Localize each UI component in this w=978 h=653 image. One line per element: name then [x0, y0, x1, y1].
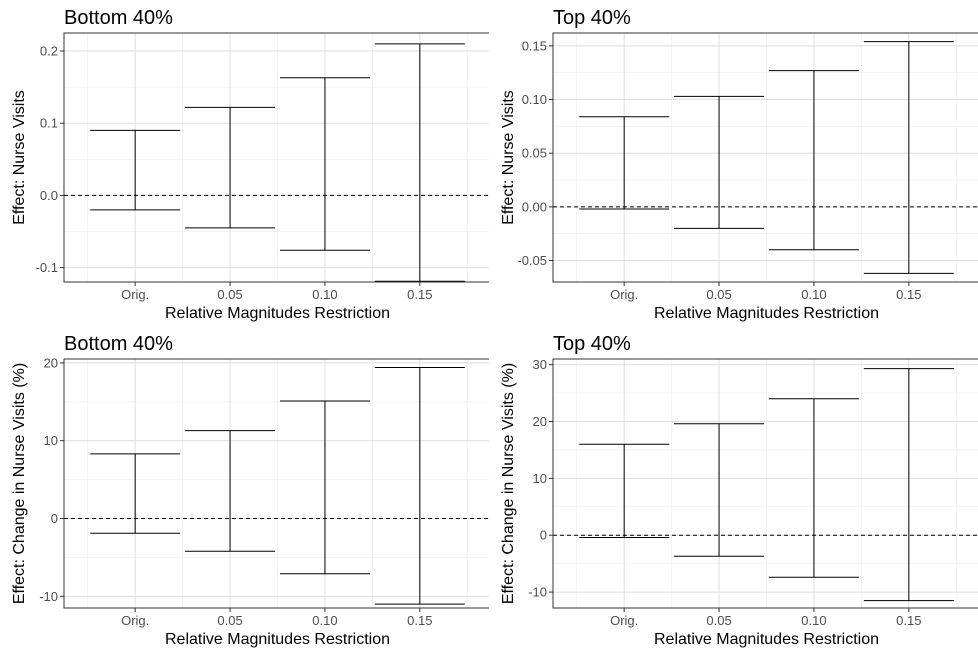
chart-svg-4: 30 20 10 0 -10 Orig. 0.05 0.10 0.15 Top 40% Relati…: [500, 333, 978, 648]
y-tick-label: -0.1: [36, 260, 58, 275]
x-tick-label: 0.15: [896, 613, 921, 628]
x-tick-label: 0.10: [312, 287, 337, 302]
x-tick-label: 0.15: [407, 287, 432, 302]
x-tick-label: 0.05: [217, 287, 242, 302]
chart-svg-2: 0.15 0.10 0.05 0.00 -0.05 Orig. 0.05 0.10 0.15 To…: [500, 7, 978, 322]
x-tick-label: 0.15: [407, 613, 432, 628]
x-axis-title: Relative Magnitudes Restriction: [165, 631, 390, 648]
panel-title: Top 40%: [553, 7, 631, 29]
plot-frame: [552, 358, 978, 609]
x-tick-label: 0.10: [801, 287, 826, 302]
x-tick-label: Orig.: [610, 287, 638, 302]
x-tick-label: Orig.: [610, 613, 638, 628]
y-tick-label: 20: [533, 414, 547, 429]
y-axis-title: Effect: Change in Nurse Visits (%): [500, 363, 517, 604]
x-tick-label: 0.05: [706, 287, 731, 302]
panel-title: Top 40%: [553, 333, 631, 355]
y-tick-label: -0.05: [517, 253, 547, 268]
x-tick-label: 0.15: [896, 287, 921, 302]
y-tick-label: 0.00: [522, 199, 547, 214]
chart-svg-3: 20 10 0 -10 Orig. 0.05 0.10 0.15 Bottom 40% Relat…: [11, 333, 489, 648]
chart-panel-3: 20 10 0 -10 Orig. 0.05 0.10 0.15 Bottom 40% Relat…: [0, 326, 489, 652]
x-axis-title: Relative Magnitudes Restriction: [165, 305, 390, 322]
chart-panel-4: 30 20 10 0 -10 Orig. 0.05 0.10 0.15 Top 40% Relati…: [489, 326, 978, 652]
x-tick-label: Orig.: [121, 613, 149, 628]
panel-title: Bottom 40%: [64, 333, 173, 355]
chart-svg-1: 0.2 0.1 0.0 -0.1 Orig. 0.05 0.10 0.15 Bottom 40%…: [11, 7, 489, 322]
chart-panel-2: 0.15 0.10 0.05 0.00 -0.05 Orig. 0.05 0.10 0.15 To…: [489, 0, 978, 326]
y-tick-label: 0.1: [40, 116, 58, 131]
y-tick-label: -10: [528, 585, 547, 600]
plot-frame: [63, 358, 489, 609]
x-axis-title: Relative Magnitudes Restriction: [654, 305, 879, 322]
plot-frame: [63, 32, 489, 283]
x-tick-label: 0.10: [312, 613, 337, 628]
x-tick-label: 0.10: [801, 613, 826, 628]
x-tick-label: 0.05: [706, 613, 731, 628]
y-tick-label: 0.15: [522, 38, 547, 53]
y-axis-title: Effect: Nurse Visits: [11, 90, 28, 225]
y-tick-label: 0: [540, 528, 547, 543]
y-tick-label: 0.05: [522, 146, 547, 161]
y-tick-label: 0.10: [522, 92, 547, 107]
y-axis-title: Effect: Change in Nurse Visits (%): [11, 363, 28, 604]
chart-panel-1: 0.2 0.1 0.0 -0.1 Orig. 0.05 0.10 0.15 Bottom 40%…: [0, 0, 489, 326]
x-tick-label: 0.05: [217, 613, 242, 628]
y-tick-label: 10: [533, 471, 547, 486]
y-tick-label: 0: [51, 511, 58, 526]
y-tick-label: 10: [44, 433, 58, 448]
plot-frame: [552, 32, 978, 283]
panel-title: Bottom 40%: [64, 7, 173, 29]
x-axis-title: Relative Magnitudes Restriction: [654, 631, 879, 648]
x-tick-label: Orig.: [121, 287, 149, 302]
y-axis-title: Effect: Nurse Visits: [500, 90, 517, 225]
y-tick-label: -10: [39, 589, 58, 604]
y-tick-label: 0.0: [40, 188, 58, 203]
y-tick-label: 30: [533, 357, 547, 372]
y-tick-label: 20: [44, 355, 58, 370]
y-tick-label: 0.2: [40, 44, 58, 59]
